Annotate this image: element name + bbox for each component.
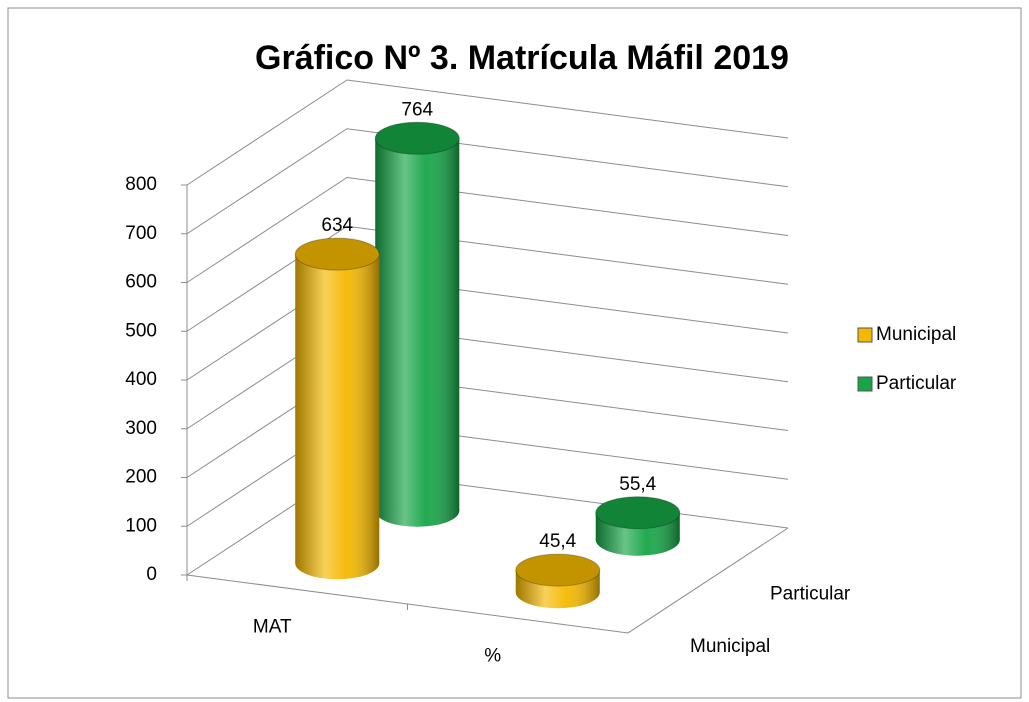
legend-label: Particular: [876, 373, 957, 394]
legend-label: Municipal: [876, 324, 956, 345]
x-tick-label: %: [484, 646, 501, 667]
y-tick-label: 200: [125, 467, 157, 488]
grid-line: [186, 79, 789, 186]
x-tick-label: MAT: [253, 617, 292, 638]
y-tick-label: 600: [125, 272, 157, 293]
chart-border: [7, 7, 1022, 699]
y-tick-label: 800: [125, 174, 157, 195]
bar: [595, 496, 681, 556]
bar-top: [515, 553, 601, 587]
data-label: 634: [321, 215, 353, 236]
chart-title: Gráfico Nº 3. Matrícula Máfil 2019: [255, 39, 789, 77]
y-tick-label: 400: [125, 369, 157, 390]
legend-swatch: [857, 376, 873, 392]
depth-label: Municipal: [690, 636, 770, 657]
data-label: 45,4: [539, 531, 576, 552]
depth-label: Particular: [770, 583, 851, 604]
bar-body-shade: [375, 138, 460, 511]
bar-top-shade: [515, 554, 600, 587]
grid-line: [186, 225, 789, 332]
bar: [374, 121, 460, 527]
grid-line: [186, 128, 789, 235]
bar-body-shade: [295, 254, 380, 564]
bar-top-shade: [375, 122, 460, 155]
bar-top-shade: [295, 238, 380, 271]
bar-top: [374, 121, 460, 155]
data-label: 55,4: [619, 474, 656, 495]
bar-top: [294, 237, 380, 271]
grid-line: [186, 176, 789, 283]
data-label: 764: [401, 99, 433, 120]
bar: [294, 237, 380, 580]
bar: [515, 553, 601, 609]
bar-top-shade: [595, 496, 680, 529]
y-tick-label: 700: [125, 223, 157, 244]
bar-top: [595, 496, 681, 530]
y-tick-label: 500: [125, 320, 157, 341]
y-tick-label: 300: [125, 418, 157, 439]
floor-edge: [186, 527, 789, 634]
y-tick-label: 0: [146, 564, 157, 585]
legend-swatch: [857, 327, 873, 343]
y-tick-label: 100: [125, 515, 157, 536]
